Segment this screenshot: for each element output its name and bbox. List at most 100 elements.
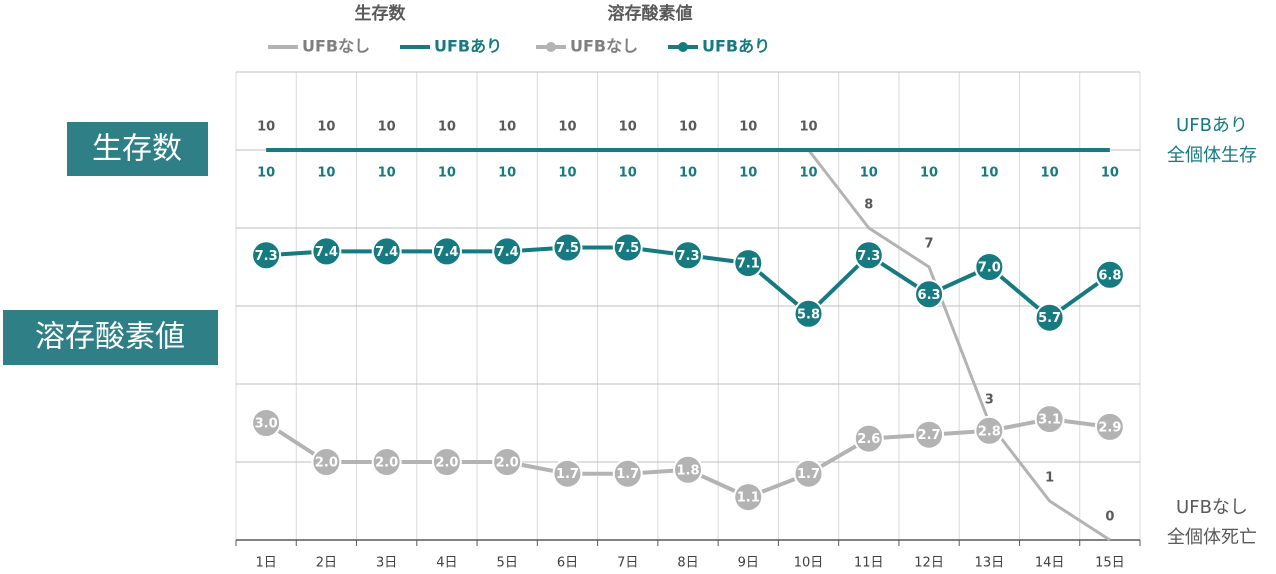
data-label: 10	[378, 166, 396, 181]
data-label: 3.1	[1038, 413, 1061, 428]
x-tick-label: 15日	[1095, 556, 1125, 571]
data-label: 10	[799, 166, 817, 181]
data-label: 10	[619, 120, 637, 135]
data-label: 10	[558, 120, 576, 135]
data-label: 10	[739, 166, 757, 181]
x-tick-label: 13日	[975, 556, 1005, 571]
data-label: 10	[498, 166, 516, 181]
marker	[552, 458, 583, 489]
data-label: 7.5	[556, 241, 579, 256]
data-label: 6.3	[918, 288, 941, 303]
x-tick-label: 1日	[255, 556, 276, 571]
data-label: 2.0	[496, 456, 519, 471]
data-label: 10	[257, 120, 275, 135]
data-label: 10	[739, 120, 757, 135]
x-tick-label: 5日	[497, 556, 518, 571]
data-label: 7.4	[375, 245, 398, 260]
marker	[733, 248, 764, 279]
data-label: 6.8	[1098, 268, 1121, 283]
marker	[492, 236, 523, 267]
x-tick-label: 4日	[436, 556, 457, 571]
data-label: 1.7	[797, 467, 820, 482]
data-label: 7.5	[616, 241, 639, 256]
marker	[793, 458, 824, 489]
marker	[251, 240, 282, 271]
data-label: 7.1	[737, 257, 760, 272]
data-label: 1.1	[737, 491, 760, 506]
side-label-box	[3, 310, 218, 365]
data-label: 8	[864, 198, 873, 213]
side-label: 生存数	[92, 132, 182, 167]
marker	[673, 240, 703, 271]
data-label: 2.9	[1098, 420, 1121, 435]
data-label: 3	[985, 393, 994, 408]
data-label: 5.7	[1038, 311, 1061, 326]
x-tick-label: 11日	[854, 556, 884, 571]
x-tick-label: 8日	[677, 556, 698, 571]
marker	[853, 240, 884, 271]
data-label: 7.4	[496, 245, 519, 260]
data-label: 7	[925, 237, 934, 252]
marker	[311, 236, 342, 267]
legend-marker	[678, 42, 688, 52]
marker	[311, 447, 342, 477]
marker	[914, 279, 945, 310]
data-label: 2.0	[435, 456, 458, 471]
annotation: 全個体死亡	[1167, 527, 1257, 548]
data-label: 2.6	[857, 432, 880, 447]
legend-label: UFBなし	[302, 37, 370, 56]
data-label: 10	[317, 120, 335, 135]
data-label: 2.8	[978, 424, 1001, 439]
data-label: 10	[317, 166, 335, 181]
annotation: 全個体生存	[1167, 145, 1257, 166]
marker	[612, 232, 643, 263]
marker	[974, 252, 1005, 282]
annotation: UFBなし	[1176, 497, 1248, 518]
data-label: 1.8	[676, 463, 699, 478]
marker	[612, 458, 643, 489]
legend-marker	[546, 42, 556, 52]
data-label: 10	[1041, 166, 1059, 181]
legend-label: UFBあり	[434, 37, 502, 56]
legend-label: UFBあり	[702, 37, 770, 56]
x-tick-label: 14日	[1035, 556, 1065, 571]
data-label: 10	[1101, 166, 1119, 181]
data-label: 10	[378, 120, 396, 135]
marker	[974, 415, 1005, 446]
legend-group-title: 生存数	[355, 3, 407, 24]
data-label: 10	[438, 166, 456, 181]
data-label: 2.0	[315, 456, 338, 471]
marker	[492, 447, 523, 477]
data-label: 10	[679, 120, 697, 135]
data-label: 10	[438, 120, 456, 135]
data-label: 1.7	[616, 467, 639, 482]
marker	[371, 236, 402, 267]
marker	[431, 236, 462, 267]
data-label: 10	[920, 166, 938, 181]
legend-group-title: 溶存酸素値	[608, 3, 693, 24]
x-tick-label: 7日	[617, 556, 638, 571]
marker	[1034, 404, 1065, 435]
marker	[251, 408, 282, 438]
data-label: 7.4	[435, 245, 458, 260]
data-label: 7.3	[857, 249, 880, 264]
marker	[914, 419, 945, 450]
side-label-box	[67, 122, 208, 176]
data-label: 7.0	[978, 261, 1001, 276]
x-tick-label: 3日	[376, 556, 397, 571]
data-label: 10	[980, 166, 998, 181]
data-label: 10	[619, 166, 637, 181]
data-label: 3.0	[255, 417, 278, 432]
data-label: 10	[558, 166, 576, 181]
data-label: 1	[1045, 471, 1054, 486]
x-tick-label: 10日	[794, 556, 824, 571]
marker	[371, 447, 402, 477]
marker	[1094, 259, 1125, 290]
data-label: 10	[679, 166, 697, 181]
marker	[1094, 411, 1125, 442]
side-label: 溶存酸素値	[35, 320, 185, 355]
x-tick-label: 6日	[557, 556, 578, 571]
data-label: 2.7	[918, 428, 941, 443]
data-label: 5.8	[797, 307, 820, 322]
marker	[431, 447, 462, 477]
